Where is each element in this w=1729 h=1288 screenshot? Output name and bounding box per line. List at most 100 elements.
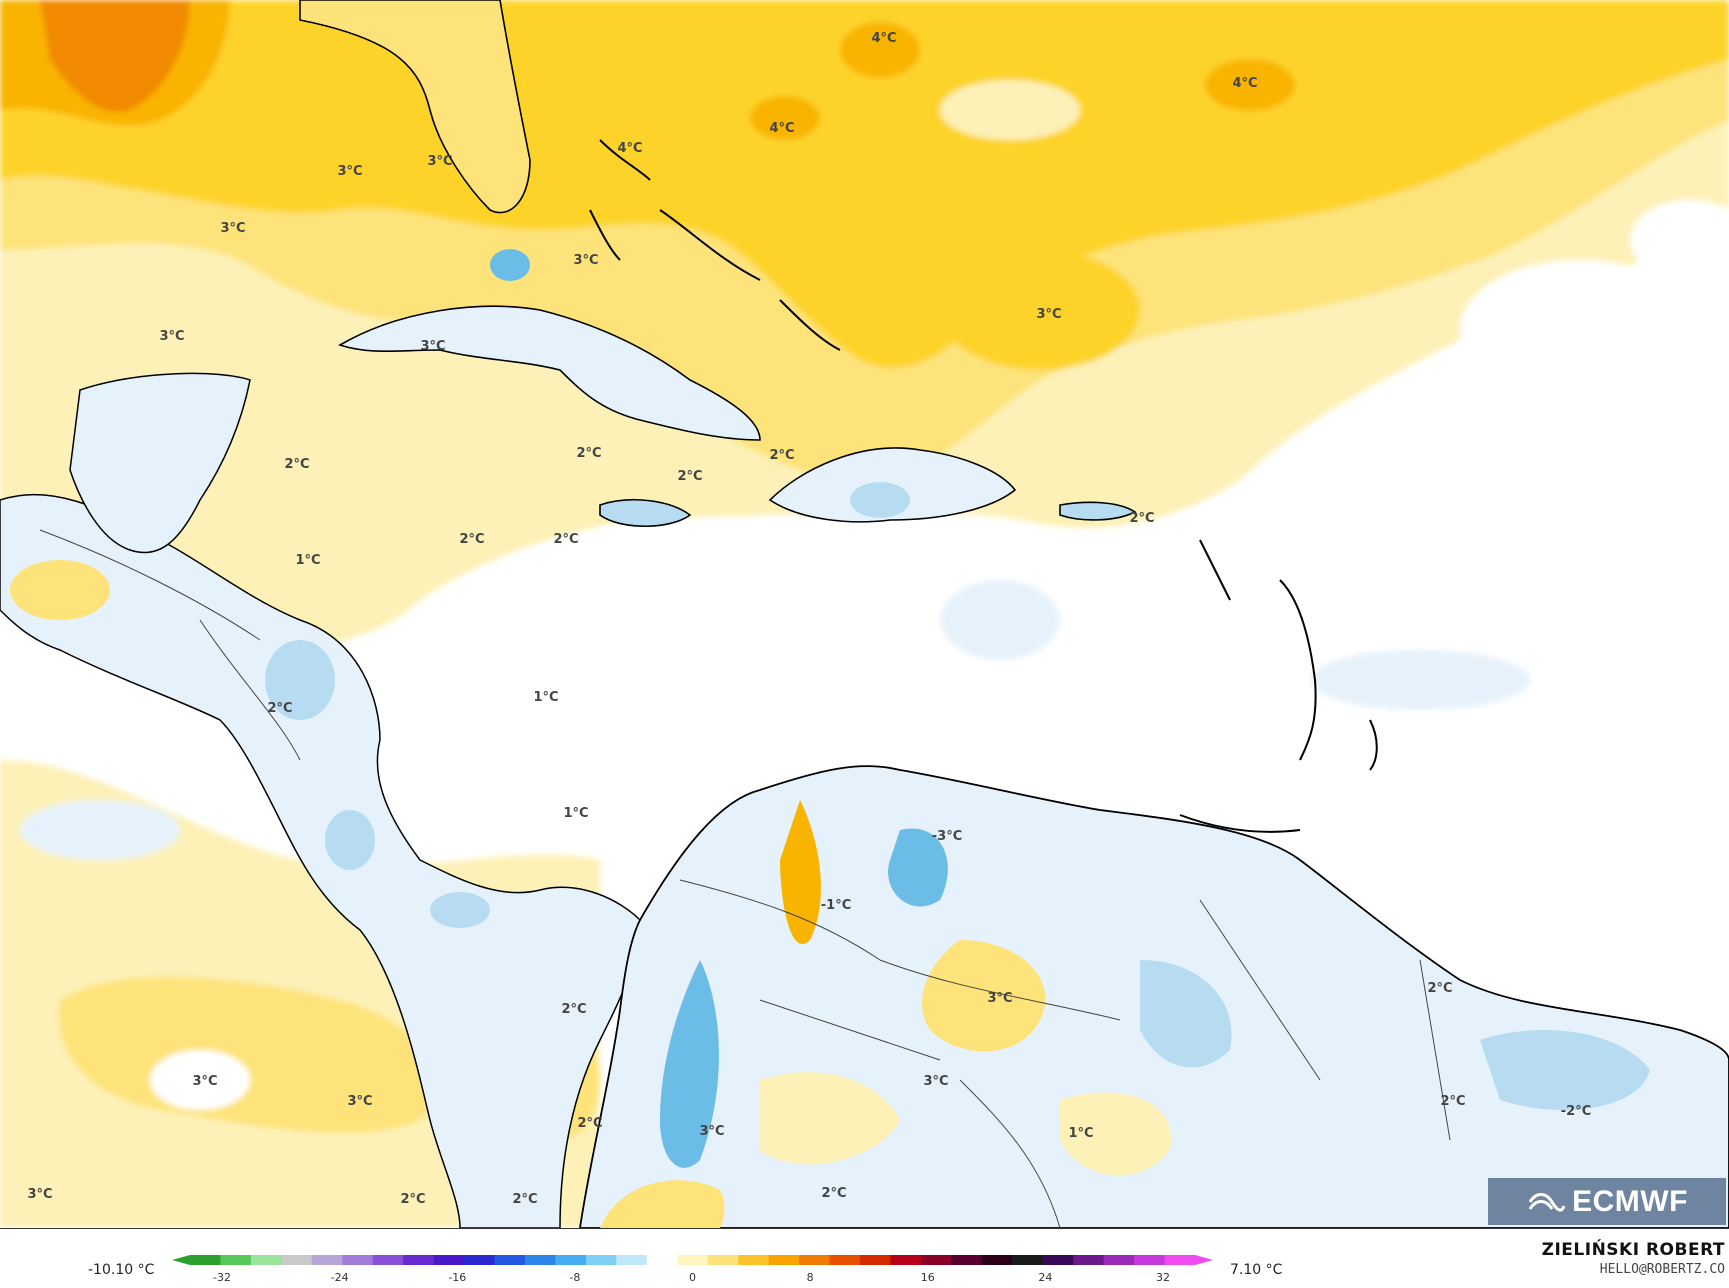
isoline-label: 3°C — [347, 1094, 372, 1109]
color-scale-swatch — [616, 1255, 648, 1265]
isoline-label: 2°C — [267, 701, 292, 716]
isoline-label: 2°C — [459, 532, 484, 547]
color-scale-svg: -32 -24 -16 -8 0 8 16 24 32 — [172, 1255, 1213, 1284]
isoline-label: -3°C — [932, 829, 962, 844]
color-scale-swatch — [1042, 1255, 1074, 1265]
color-scale-min-arrow — [172, 1255, 190, 1265]
color-scale-swatch — [250, 1255, 282, 1265]
color-scale-swatch — [768, 1255, 800, 1265]
color-scale-swatch — [799, 1255, 831, 1265]
isoline-labels: 4°C 4°C 4°C 4°C 3°C 3°C 3°C 3°C 3°C 3°C 3°C 2°C 2°C 2… — [27, 31, 1591, 1207]
color-scale-swatch — [677, 1255, 709, 1265]
lesser-antilles — [1179, 539, 1378, 833]
color-scale-swatch — [920, 1255, 952, 1265]
color-scale-bar — [172, 1255, 1213, 1265]
isoline-label: 4°C — [617, 141, 642, 156]
color-scale-swatch — [281, 1255, 313, 1265]
bahamas — [589, 139, 841, 351]
color-scale-swatch — [342, 1255, 374, 1265]
color-scale-tick-label: 32 — [1156, 1271, 1170, 1284]
color-scale-swatch — [555, 1255, 587, 1265]
color-scale-swatch — [525, 1255, 556, 1265]
central-america — [0, 372, 641, 1228]
color-scale-swatch — [220, 1255, 252, 1265]
isoline-label: 2°C — [1440, 1094, 1465, 1109]
isoline-label: 2°C — [577, 1116, 602, 1131]
color-scale-swatch — [1134, 1255, 1166, 1265]
color-scale-ticks: -32 -24 -16 -8 0 8 16 24 32 — [213, 1271, 1170, 1284]
isoline-label: 4°C — [871, 31, 896, 46]
color-scale-swatch — [433, 1255, 465, 1265]
color-scale-swatch — [1012, 1255, 1044, 1265]
forecast-map: 4°C 4°C 4°C 4°C 3°C 3°C 3°C 3°C 3°C 3°C 3°C 2°C 2°C 2… — [0, 0, 1729, 1228]
color-scale-swatch — [738, 1255, 770, 1265]
legend-footer: -32 -24 -16 -8 0 8 16 24 32 — [0, 1228, 1729, 1288]
isoline-label: 4°C — [1232, 76, 1257, 91]
south-america — [579, 765, 1729, 1228]
greater-antilles — [338, 305, 1137, 528]
isoline-label: 3°C — [337, 164, 362, 179]
florida — [299, 0, 531, 281]
legend-min-label: -10.10 °C — [88, 1262, 155, 1278]
color-scale-swatch — [464, 1255, 496, 1265]
color-scale-tick-label: -16 — [448, 1271, 466, 1284]
isoline-label: 2°C — [1129, 511, 1154, 526]
isoline-label: 1°C — [295, 553, 320, 568]
isoline-label: 2°C — [576, 446, 601, 461]
isoline-label: 3°C — [420, 339, 445, 354]
isoline-label: -2°C — [1561, 1104, 1591, 1119]
isoline-label: 2°C — [821, 1186, 846, 1201]
color-scale-tick-label: -24 — [331, 1271, 349, 1284]
isoline-label: 3°C — [1036, 307, 1061, 322]
ecmwf-logo-icon — [1528, 1192, 1566, 1212]
isoline-label: 3°C — [220, 221, 245, 236]
isoline-label: 3°C — [699, 1124, 724, 1139]
author-name: ZIELIŃSKI ROBERT — [1541, 1240, 1725, 1260]
color-scale-swatch — [190, 1255, 221, 1265]
isoline-label: 2°C — [553, 532, 578, 547]
isoline-label: 2°C — [284, 457, 309, 472]
isoline-label: 1°C — [563, 806, 588, 821]
color-scale-swatch — [1073, 1255, 1105, 1265]
color-scale-swatch — [981, 1255, 1013, 1265]
color-scale-swatch — [860, 1255, 891, 1265]
isoline-label: 3°C — [159, 329, 184, 344]
color-scale-tick-label: 24 — [1038, 1271, 1052, 1284]
isoline-label: 3°C — [192, 1074, 217, 1089]
color-scale-tick-label: -8 — [569, 1271, 580, 1284]
isoline-label: 1°C — [533, 690, 558, 705]
isoline-label: 2°C — [769, 448, 794, 463]
isoline-label: 3°C — [987, 991, 1012, 1006]
isoline-label: 2°C — [512, 1192, 537, 1207]
color-scale-swatch — [1103, 1255, 1135, 1265]
isoline-label: 2°C — [400, 1192, 425, 1207]
color-scale-tick-label: 8 — [807, 1271, 814, 1284]
color-scale-swatch — [951, 1255, 983, 1265]
color-scale-swatch — [890, 1255, 922, 1265]
isoline-label: 2°C — [677, 469, 702, 484]
isoline-label: 4°C — [769, 121, 794, 136]
color-scale-swatch — [311, 1255, 343, 1265]
color-scale-swatch — [494, 1255, 526, 1265]
isoline-label: 2°C — [561, 1002, 586, 1017]
color-scale-swatch — [585, 1255, 617, 1265]
color-scale-tick-label: -32 — [213, 1271, 231, 1284]
isoline-label: -1°C — [821, 898, 851, 913]
isoline-label: 2°C — [1427, 981, 1452, 996]
isoline-label: 1°C — [1068, 1126, 1093, 1141]
color-scale-swatch — [403, 1255, 435, 1265]
color-scale-swatch — [1164, 1255, 1196, 1265]
country-borders — [39, 529, 1451, 1228]
anomaly-map-svg: 4°C 4°C 4°C 4°C 3°C 3°C 3°C 3°C 3°C 3°C 3°C 2°C 2°C 2… — [0, 0, 1729, 1228]
isoline-label: 3°C — [923, 1074, 948, 1089]
color-scale-max-arrow — [1195, 1255, 1213, 1265]
color-scale-tick-label: 16 — [921, 1271, 935, 1284]
isoline-label: 3°C — [27, 1187, 52, 1202]
color-scale-swatch — [372, 1255, 404, 1265]
ecmwf-logo-text: ECMWF — [1572, 1184, 1688, 1218]
color-scale-swatch — [646, 1255, 678, 1265]
warm-anomaly-field — [0, 0, 1729, 648]
color-scale-swatch — [829, 1255, 861, 1265]
color-scale-tick-label: 0 — [689, 1271, 696, 1284]
author-email: HELLO@ROBERTZ.CO — [1599, 1262, 1725, 1277]
